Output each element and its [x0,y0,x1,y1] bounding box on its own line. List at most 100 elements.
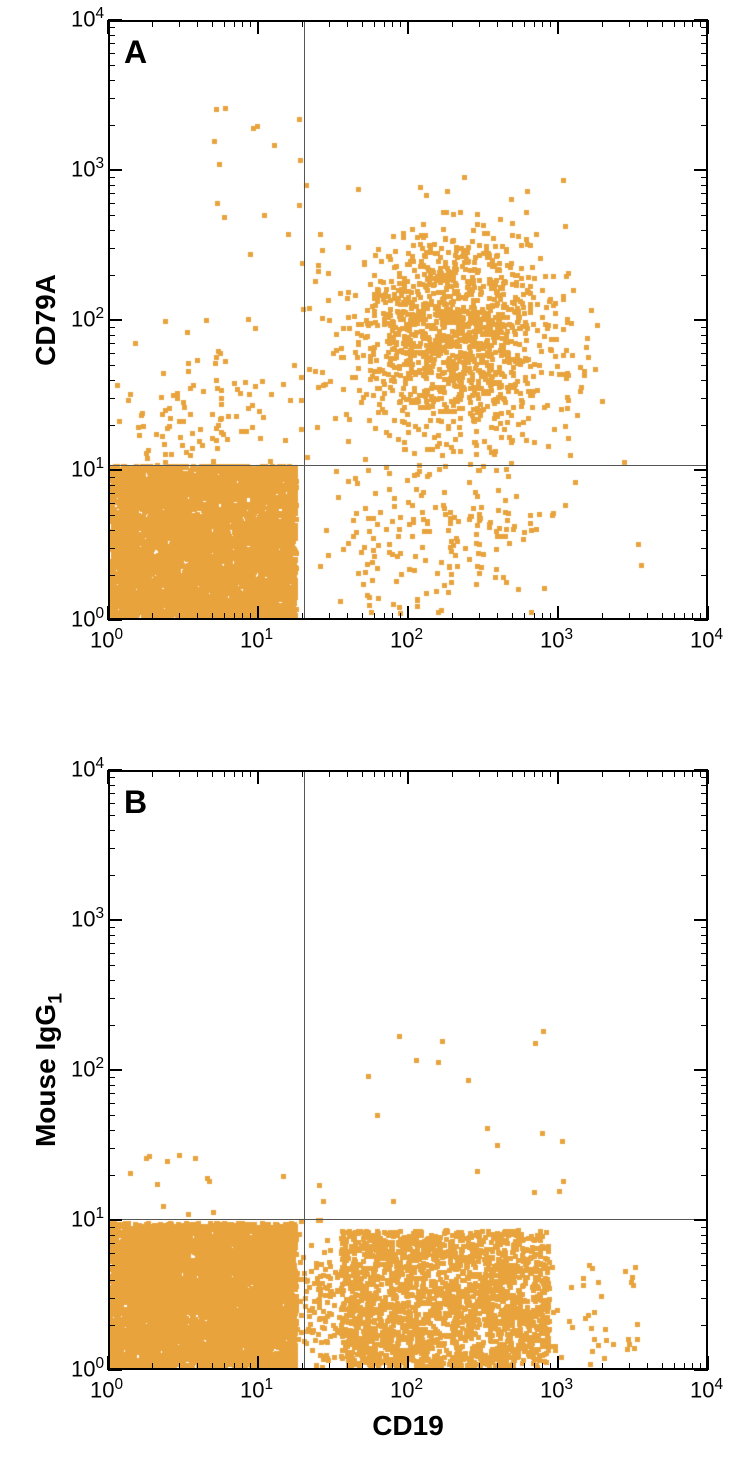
x-minor-tick [374,1363,375,1370]
x-minor-tick [602,1363,603,1370]
y-minor-tick [701,1148,708,1149]
scatter-canvas-B [110,772,706,1368]
y-minor-tick [701,777,708,778]
x-tick-label: 101 [240,1376,273,1403]
y-minor-tick [108,1253,115,1254]
y-minor-tick [108,1280,115,1281]
x-major-tick [257,770,259,784]
y-minor-tick [701,1115,708,1116]
y-minor-tick [701,1227,708,1228]
y-minor-tick [108,943,115,944]
x-minor-tick [647,770,648,777]
y-minor-tick [108,1243,115,1244]
y-major-tick [108,1369,122,1371]
y-minor-tick [701,1085,708,1086]
y-minor-tick [108,1093,115,1094]
x-minor-tick [362,770,363,777]
x-minor-tick [242,770,243,777]
y-minor-tick [701,875,708,876]
x-minor-tick [512,1363,513,1370]
y-minor-tick [701,965,708,966]
y-minor-tick [701,1265,708,1266]
x-minor-tick [684,1363,685,1370]
x-major-tick [407,1356,409,1370]
y-minor-tick [701,1280,708,1281]
y-minor-tick [108,1148,115,1149]
x-minor-tick [524,1363,525,1370]
x-minor-tick [250,770,251,777]
y-minor-tick [108,785,115,786]
y-minor-tick [108,1085,115,1086]
x-minor-tick [224,1363,225,1370]
x-minor-tick [602,770,603,777]
y-minor-tick [108,875,115,876]
y-minor-tick [108,1227,115,1228]
y-minor-tick [701,803,708,804]
x-minor-tick [234,1363,235,1370]
x-minor-tick [152,770,153,777]
y-minor-tick [701,1235,708,1236]
y-minor-tick [701,1093,708,1094]
y-major-tick [694,919,708,921]
x-minor-tick [179,1363,180,1370]
y-minor-tick [701,1103,708,1104]
y-major-tick [108,1069,122,1071]
x-minor-tick [542,1363,543,1370]
x-minor-tick [479,1363,480,1370]
y-minor-tick [108,1298,115,1299]
x-tick-label: 103 [540,1376,573,1403]
x-minor-tick [452,770,453,777]
y-minor-tick [701,953,708,954]
x-major-tick [557,770,559,784]
y-minor-tick [701,830,708,831]
x-minor-tick [524,770,525,777]
x-minor-tick [152,1363,153,1370]
x-minor-tick [400,770,401,777]
x-minor-tick [212,1363,213,1370]
y-minor-tick [108,1115,115,1116]
y-minor-tick [701,1025,708,1026]
y-minor-tick [701,1298,708,1299]
y-minor-tick [701,943,708,944]
y-minor-tick [701,1253,708,1254]
x-minor-tick [329,770,330,777]
x-major-tick [407,770,409,784]
x-minor-tick [179,770,180,777]
x-minor-tick [542,770,543,777]
x-minor-tick [197,770,198,777]
panel-letter-B: B [124,784,147,821]
x-minor-tick [452,1363,453,1370]
y-minor-tick [108,848,115,849]
x-minor-tick [534,770,535,777]
x-minor-tick [674,1363,675,1370]
x-minor-tick [662,770,663,777]
x-minor-tick [224,770,225,777]
y-minor-tick [108,1175,115,1176]
x-minor-tick [242,1363,243,1370]
y-minor-tick [108,998,115,999]
x-minor-tick [302,1363,303,1370]
x-minor-tick [629,1363,630,1370]
y-minor-tick [108,927,115,928]
x-minor-tick [347,770,348,777]
x-minor-tick [479,770,480,777]
x-minor-tick [684,770,685,777]
y-minor-tick [701,1077,708,1078]
y-major-tick [694,1069,708,1071]
y-minor-tick [108,953,115,954]
x-minor-tick [234,770,235,777]
y-minor-tick [108,793,115,794]
x-tick-label: 104 [690,1376,723,1403]
x-minor-tick [550,770,551,777]
x-minor-tick [400,1363,401,1370]
quadrant-vline-B [304,772,305,1368]
x-minor-tick [512,770,513,777]
y-minor-tick [701,815,708,816]
y-minor-tick [108,1130,115,1131]
x-major-tick [107,1356,109,1370]
y-minor-tick [108,1325,115,1326]
x-minor-tick [384,770,385,777]
x-axis-label-B: CD19 [108,1410,708,1442]
y-minor-tick [701,980,708,981]
x-minor-tick [362,1363,363,1370]
